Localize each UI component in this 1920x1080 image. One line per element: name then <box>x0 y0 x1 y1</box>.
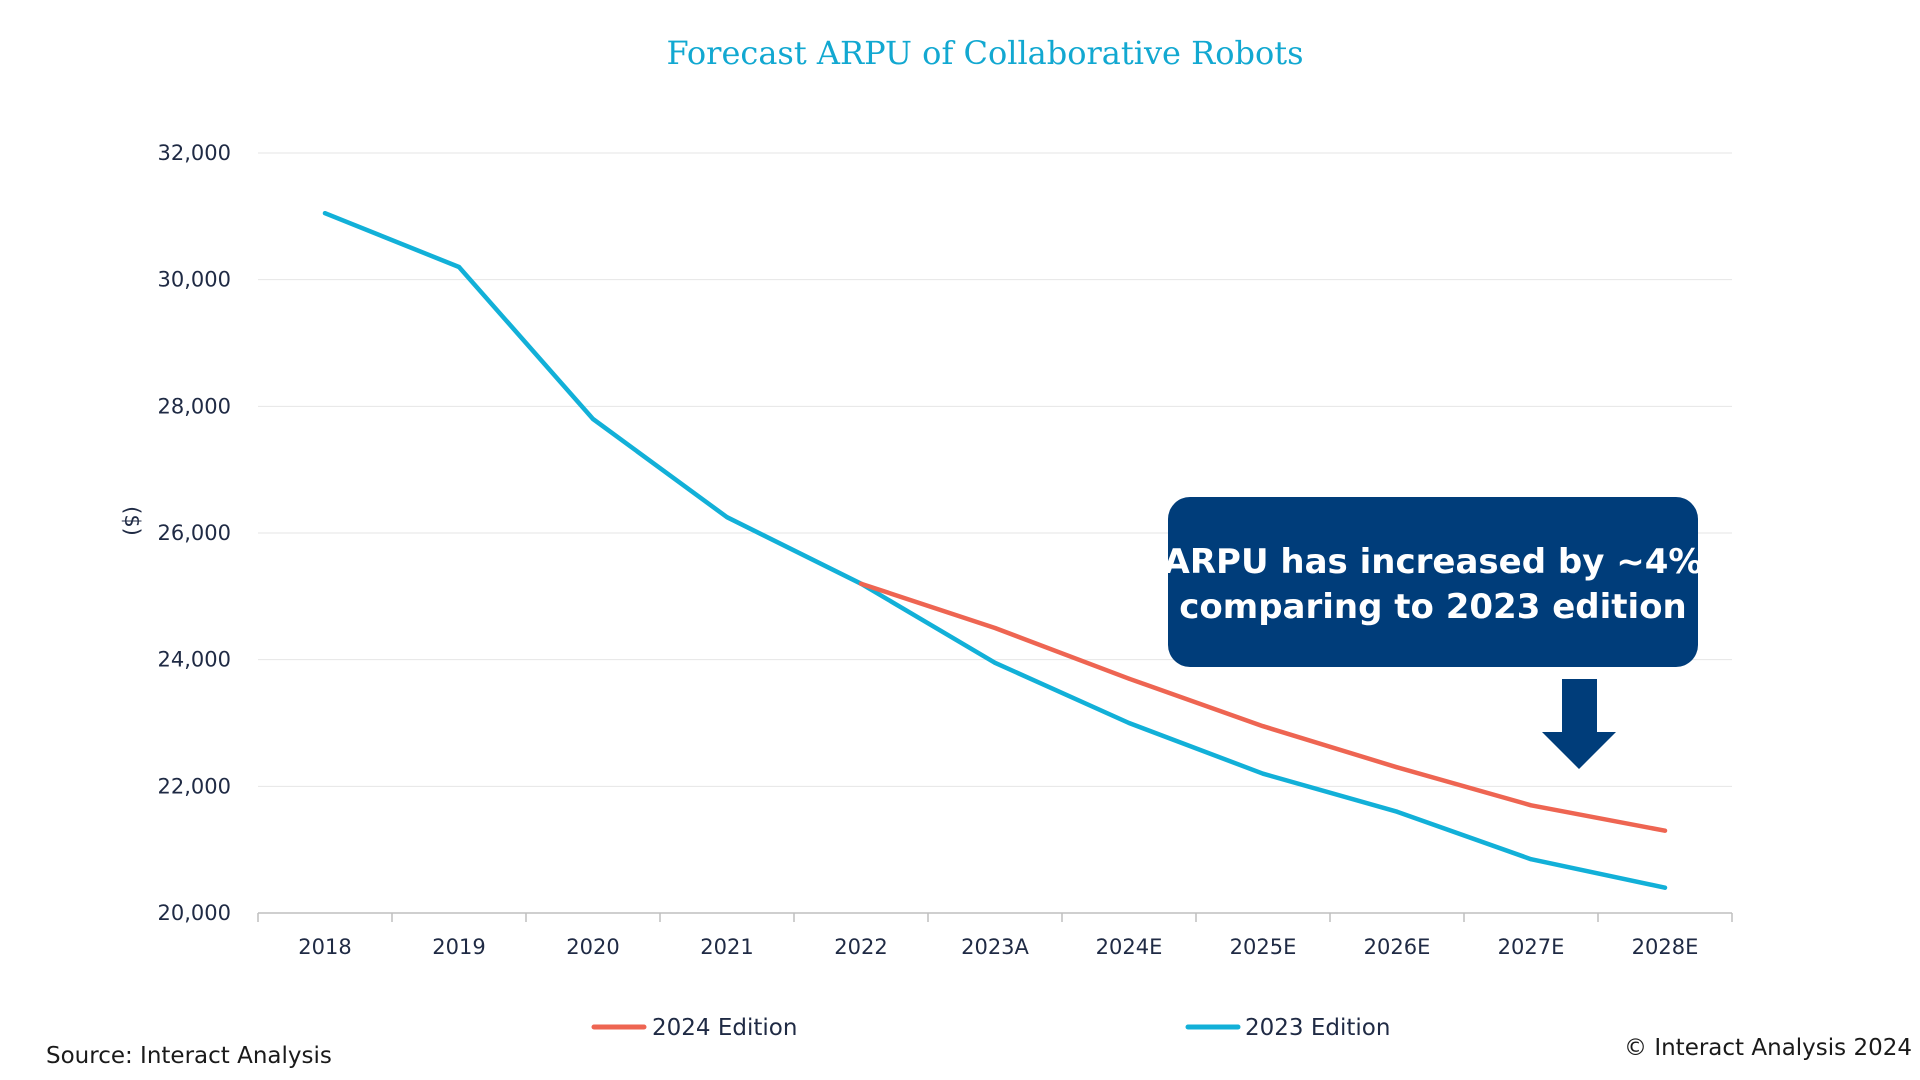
y-tick-label: 26,000 <box>158 521 231 545</box>
callout-box <box>1168 497 1698 667</box>
x-tick-label: 2026E <box>1364 935 1431 959</box>
source-note: Source: Interact Analysis <box>46 1043 332 1069</box>
x-tick-label: 2022 <box>834 935 887 959</box>
series-lines <box>322 210 1668 890</box>
x-tick-label: 2027E <box>1498 935 1565 959</box>
x-tick-label: 2020 <box>566 935 619 959</box>
legend-label: 2023 Edition <box>1245 1015 1390 1041</box>
y-tick-label: 24,000 <box>158 648 231 672</box>
x-tick-label: 2021 <box>700 935 753 959</box>
data-point <box>1395 765 1399 770</box>
data-point <box>1127 676 1131 681</box>
copyright-note: © Interact Analysis 2024 <box>1624 1035 1912 1061</box>
x-tick-label: 2028E <box>1632 935 1699 959</box>
y-axis-label: ($) <box>120 506 144 536</box>
data-point <box>859 581 863 586</box>
x-tick-label: 2018 <box>298 935 351 959</box>
callout-text-line: ARPU has increased by ~4% <box>1164 542 1703 582</box>
y-tick-label: 20,000 <box>158 901 231 925</box>
data-point <box>993 626 997 630</box>
data-point <box>993 660 997 665</box>
data-point <box>1261 724 1265 729</box>
data-point <box>1663 885 1667 890</box>
y-tick-label: 32,000 <box>158 141 231 165</box>
x-tick-label: 2019 <box>432 935 485 959</box>
y-tick-label: 22,000 <box>158 774 231 798</box>
legend: 2024 Edition 2023 Edition <box>591 1015 1390 1041</box>
callout-text-line: comparing to 2023 edition <box>1179 587 1686 627</box>
chart-title: Forecast ARPU of Collaborative Robots <box>666 34 1303 72</box>
legend-label: 2024 Edition <box>652 1015 797 1041</box>
data-point <box>1261 771 1265 776</box>
x-tick-label: 2023A <box>961 935 1029 959</box>
x-tick-label: 2025E <box>1230 935 1297 959</box>
callout-arrow <box>1542 679 1616 769</box>
data-point <box>725 515 729 520</box>
x-axis <box>257 912 1733 922</box>
data-point <box>1663 828 1667 833</box>
x-tick-label: 2024E <box>1096 935 1163 959</box>
data-point <box>1529 803 1533 808</box>
callout-annotation: ARPU has increased by ~4% comparing to 20… <box>1164 497 1703 769</box>
data-point <box>1395 809 1399 814</box>
y-axis-ticks: 20,000 22,000 24,000 26,000 28,000 30,000 32,0… <box>158 141 231 925</box>
data-point <box>1529 857 1533 862</box>
data-point <box>457 265 461 269</box>
data-point <box>1127 721 1131 725</box>
data-point <box>591 417 595 421</box>
y-tick-label: 28,000 <box>158 394 231 418</box>
x-axis-ticks: 2018 2019 2020 2021 2022 2023A 2024E 2025E 2026E… <box>298 935 1698 959</box>
y-tick-label: 30,000 <box>158 268 231 292</box>
data-point <box>323 211 327 216</box>
gridlines <box>258 152 1732 787</box>
